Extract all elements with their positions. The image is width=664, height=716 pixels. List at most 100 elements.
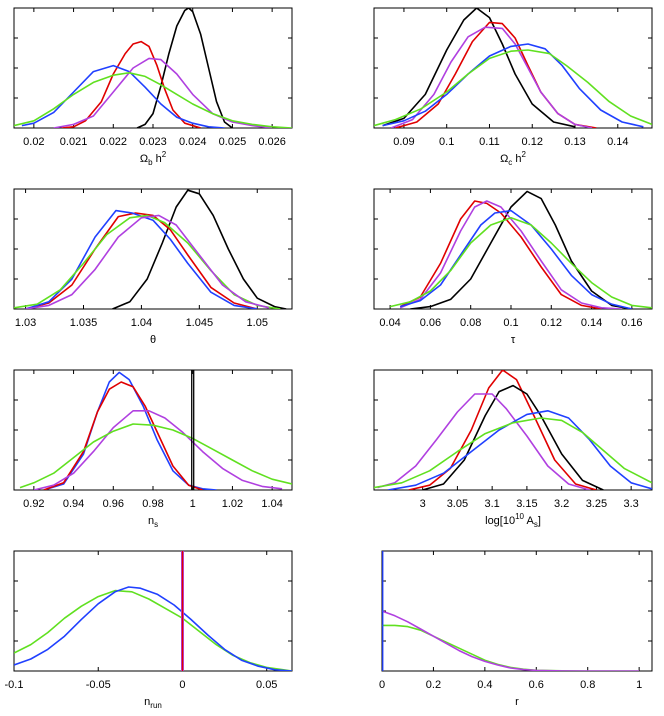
- curve-magenta: [25, 214, 270, 309]
- x-tick-label: 1: [190, 498, 196, 510]
- x-tick-label: 3.2: [554, 498, 569, 510]
- axes-frame: [13, 550, 293, 672]
- axes-frame: [13, 188, 293, 310]
- x-tick-label: 0.8: [580, 679, 595, 691]
- x-tick-label: 0.14: [581, 317, 602, 329]
- x-axis-label: log[1010 As]: [485, 512, 541, 529]
- curve-magenta: [390, 26, 593, 128]
- curve-blue: [387, 409, 652, 490]
- x-tick-label: 0.06: [420, 317, 441, 329]
- curve-black: [382, 8, 576, 128]
- x-tick-label: 0.025: [219, 136, 247, 148]
- plot-panel-8: 0 0.2 0.4 0.6 0.8 1 r: [379, 550, 653, 708]
- curve-red: [25, 212, 258, 309]
- curve-blue: [14, 586, 292, 671]
- x-tick-label: 0.12: [522, 136, 543, 148]
- curve-blue: [399, 209, 633, 309]
- x-tick-label: 3: [420, 498, 426, 510]
- curve-green: [14, 214, 281, 309]
- x-tick-label: 3.1: [485, 498, 500, 510]
- x-tick-label: 0.13: [564, 136, 585, 148]
- x-tick-label: 0.2: [426, 679, 441, 691]
- curve-black: [410, 190, 633, 309]
- x-tick-label: 0: [379, 679, 385, 691]
- curve-magenta: [53, 57, 273, 128]
- x-tick-label: 1.02: [222, 498, 243, 510]
- x-tick-label: 3.25: [586, 498, 607, 510]
- x-tick-label: 0.023: [139, 136, 167, 148]
- curve-red: [408, 370, 597, 490]
- x-tick-label: 0: [179, 679, 185, 691]
- plot-panel-2: 0.09 0.1 0.11 0.12 0.13 0.14 Ωc h2: [373, 7, 653, 167]
- x-tick-label: 1.04: [261, 498, 282, 510]
- x-tick-label: -0.05: [86, 679, 111, 691]
- x-tick-label: -0.1: [5, 679, 24, 691]
- x-tick-label: 0.022: [100, 136, 128, 148]
- x-tick-label: 0.04: [379, 317, 400, 329]
- x-tick-label: 0.1: [503, 317, 518, 329]
- x-tick-label: 0.98: [142, 498, 163, 510]
- curve-black: [136, 8, 233, 128]
- curve-green: [382, 624, 640, 671]
- axes-frame: [373, 188, 653, 310]
- plot-panel-5: 0.92 0.94 0.96 0.98 1 1.02 1.04 ns: [13, 369, 293, 529]
- curve-magenta: [33, 409, 283, 490]
- curve-black: [112, 189, 287, 309]
- curve-magenta: [399, 200, 622, 309]
- axes-frame: [381, 550, 653, 672]
- curve-green: [14, 72, 292, 128]
- x-tick-label: 1.05: [247, 317, 268, 329]
- x-tick-label: 0.11: [479, 136, 500, 148]
- x-tick-label: 0.08: [460, 317, 481, 329]
- x-tick-label: 1.035: [70, 317, 98, 329]
- curve-green: [389, 217, 652, 309]
- x-tick-label: 0.16: [621, 317, 642, 329]
- plot-panel-6: 3 3.05 3.1 3.15 3.2 3.25 3.3 log[1010 As]: [373, 369, 653, 529]
- curve-green: [14, 589, 292, 671]
- x-tick-label: 1.03: [15, 317, 36, 329]
- x-tick-label: 3.05: [447, 498, 468, 510]
- curve-blue: [382, 43, 644, 128]
- x-tick-label: 3.3: [624, 498, 639, 510]
- curve-green: [19, 423, 292, 489]
- x-tick-label: 1.045: [186, 317, 214, 329]
- curve-green: [374, 49, 652, 127]
- x-axis-label: ns: [148, 515, 158, 529]
- x-tick-label: 0.024: [179, 136, 207, 148]
- curve-magenta: [377, 393, 590, 490]
- plot-panel-1: 0.02 0.021 0.022 0.023 0.024 0.025 0.026 Ωb h2: [13, 7, 293, 167]
- plot-panel-7: -0.1 -0.05 0 0.05 nrun: [5, 550, 293, 710]
- curve-red: [399, 200, 602, 309]
- x-tick-label: 0.6: [529, 679, 544, 691]
- x-tick-label: 0.1: [439, 136, 454, 148]
- x-axis-label: Ωb h2: [140, 150, 167, 167]
- x-tick-label: 0.96: [103, 498, 124, 510]
- x-tick-label: 0.02: [23, 136, 44, 148]
- curve-red: [43, 381, 203, 490]
- curve-green: [374, 417, 652, 489]
- curve-red: [61, 40, 201, 128]
- x-tick-label: 0.09: [393, 136, 414, 148]
- x-axis-label: Ωc h2: [500, 150, 526, 167]
- plot-panel-4: 0.04 0.06 0.08 0.1 0.12 0.14 0.16 τ: [373, 188, 653, 346]
- x-tick-label: 0.14: [607, 136, 628, 148]
- x-tick-label: 0.026: [258, 136, 286, 148]
- curve-magenta: [382, 610, 640, 671]
- x-axis-label: nrun: [144, 696, 162, 710]
- x-tick-label: 0.92: [23, 498, 44, 510]
- x-axis-label: τ: [511, 334, 516, 346]
- x-tick-label: 0.12: [541, 317, 562, 329]
- x-tick-label: 0.4: [477, 679, 492, 691]
- x-axis-label: θ: [150, 334, 156, 346]
- x-tick-label: 1: [636, 679, 642, 691]
- plot-panel-3: 1.03 1.035 1.04 1.045 1.05 θ: [13, 188, 293, 346]
- x-tick-label: 1.04: [131, 317, 152, 329]
- axes-frame: [373, 369, 653, 491]
- x-tick-label: 0.94: [63, 498, 84, 510]
- curve-black: [422, 384, 604, 490]
- x-tick-label: 0.05: [256, 679, 277, 691]
- x-tick-label: 0.021: [60, 136, 88, 148]
- x-axis-label: r: [515, 696, 519, 708]
- curve-red: [395, 21, 597, 128]
